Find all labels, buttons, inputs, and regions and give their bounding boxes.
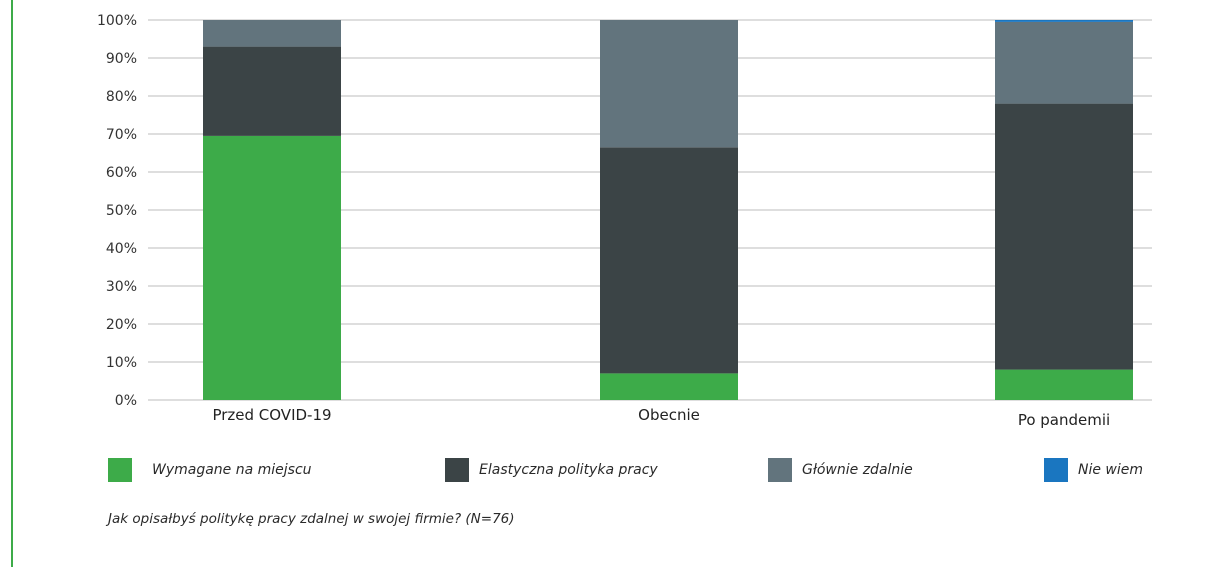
bar-segment-1-cat-1 bbox=[203, 135, 341, 400]
bar-segment-2-cat-3 bbox=[995, 103, 1133, 370]
legend-swatch-nie-wiem bbox=[1044, 458, 1068, 482]
legend-label-elastyczna: Elastyczna polityka pracy bbox=[479, 462, 658, 478]
y-tick-label: 10% bbox=[106, 355, 137, 371]
legend-label-glownie-zdalnie: Głównie zdalnie bbox=[802, 462, 913, 478]
y-tick-label: 30% bbox=[106, 279, 137, 295]
legend-item-elastyczna: Elastyczna polityka pracy bbox=[445, 458, 658, 482]
bar-segment-3-cat-2 bbox=[600, 20, 738, 148]
stacked-bar-chart: 0% 10% 20% 30% 40% 50% 60% 70% 80% 90% 100% Przed C… bbox=[97, 13, 1152, 429]
y-tick-label: 60% bbox=[106, 165, 137, 181]
x-category-label: Obecnie bbox=[638, 406, 700, 424]
x-category-label: Przed COVID-19 bbox=[212, 406, 331, 424]
legend-label-nie-wiem: Nie wiem bbox=[1078, 462, 1144, 478]
y-tick-label: 100% bbox=[97, 13, 137, 29]
chart-legend: Wymagane na miejscu Elastyczna polityka … bbox=[108, 458, 1168, 482]
bar-segment-2-cat-2 bbox=[600, 147, 738, 374]
bar-segment-1-cat-3 bbox=[995, 369, 1133, 400]
legend-item-glownie-zdalnie: Głównie zdalnie bbox=[768, 458, 913, 482]
bar-segment-4-cat-3 bbox=[995, 20, 1133, 22]
legend-label-wymagane: Wymagane na miejscu bbox=[152, 462, 312, 478]
y-tick-label: 80% bbox=[106, 89, 137, 105]
y-tick-label: 0% bbox=[115, 393, 137, 409]
left-accent-rule bbox=[11, 0, 13, 567]
legend-swatch-elastyczna bbox=[445, 458, 469, 482]
bar-segment-2-cat-1 bbox=[203, 46, 341, 136]
legend-item-wymagane: Wymagane na miejscu bbox=[108, 458, 312, 482]
chart-footnote: Jak opisałbyś politykę pracy zdalnej w s… bbox=[108, 511, 515, 527]
y-tick-label: 20% bbox=[106, 317, 137, 333]
y-tick-label: 50% bbox=[106, 203, 137, 219]
y-tick-label: 90% bbox=[106, 51, 137, 67]
legend-swatch-wymagane bbox=[108, 458, 132, 482]
legend-item-nie-wiem: Nie wiem bbox=[1044, 458, 1143, 482]
bar-segment-3-cat-3 bbox=[995, 21, 1133, 104]
legend-swatch-glownie-zdalnie bbox=[768, 458, 792, 482]
y-tick-label: 40% bbox=[106, 241, 137, 257]
bar-segment-1-cat-2 bbox=[600, 373, 738, 400]
y-tick-label: 70% bbox=[106, 127, 137, 143]
x-category-label: Po pandemii bbox=[1018, 411, 1110, 429]
bar-segment-3-cat-1 bbox=[203, 20, 341, 47]
